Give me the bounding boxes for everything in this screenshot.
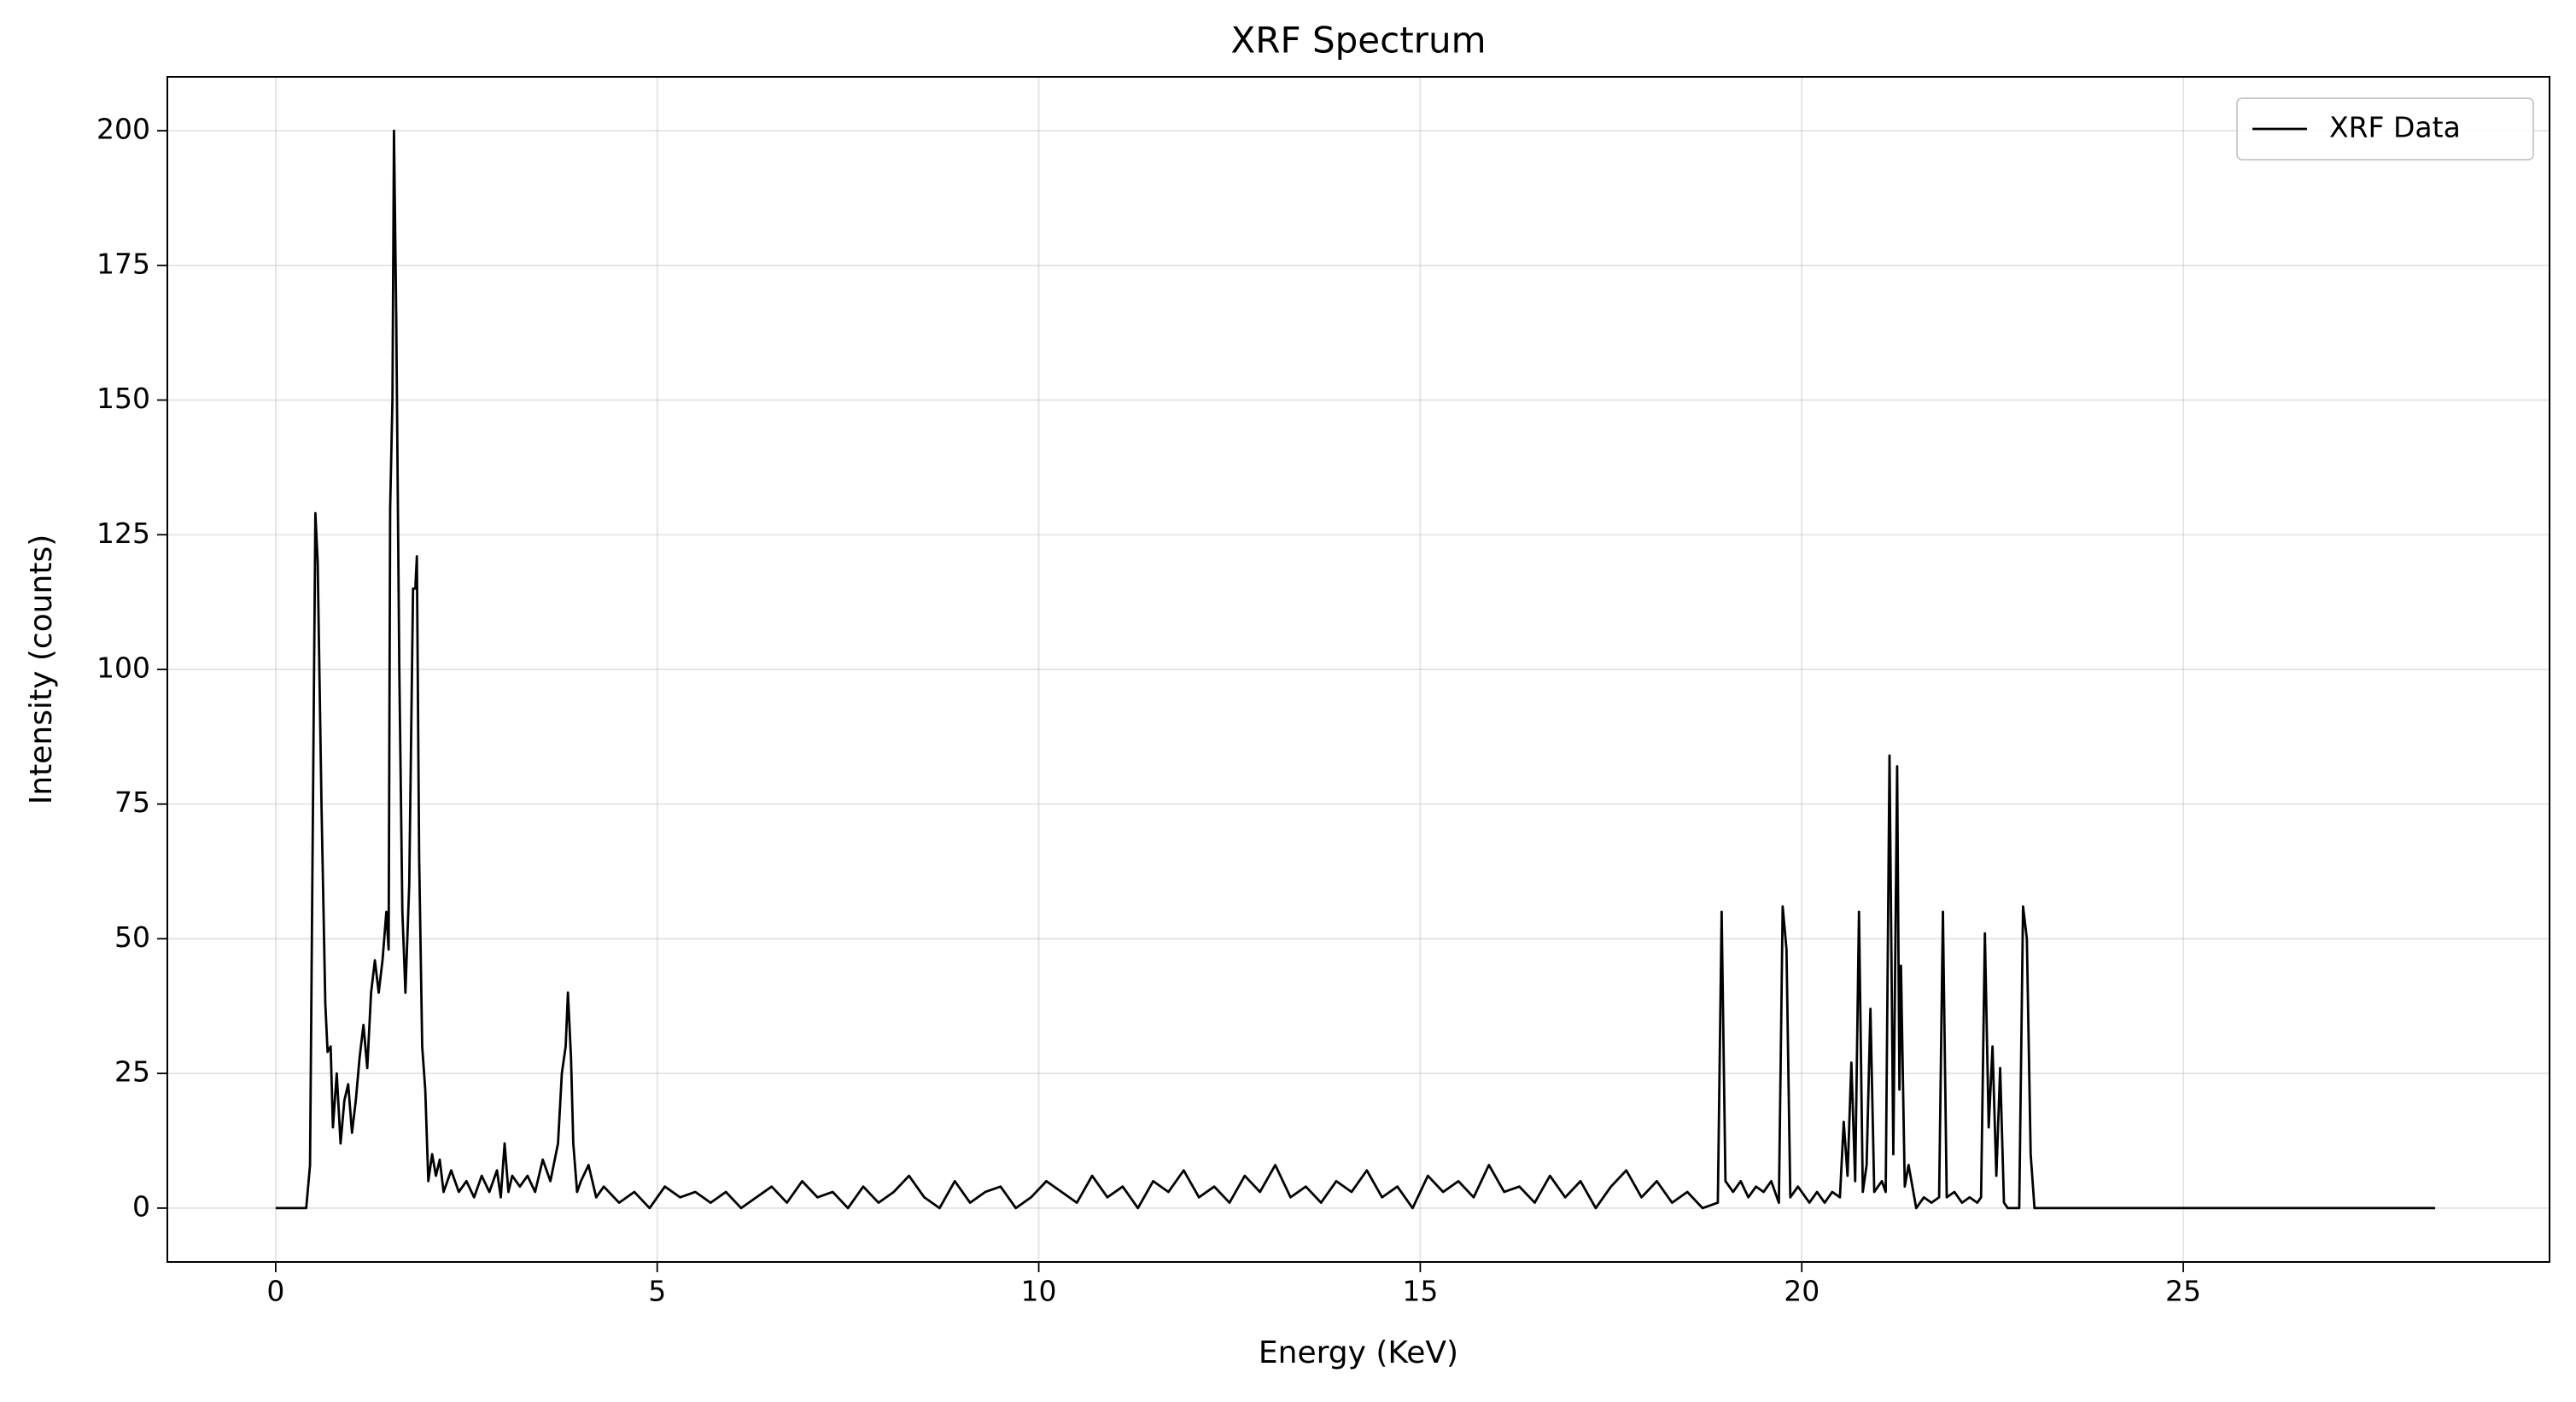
y-tick-label: 75 bbox=[114, 786, 150, 819]
x-tick-label: 15 bbox=[1402, 1275, 1438, 1308]
legend-box bbox=[2236, 97, 2534, 161]
y-tick-label: 125 bbox=[96, 517, 150, 550]
chart-title: XRF Spectrum bbox=[1231, 20, 1487, 61]
y-tick-label: 0 bbox=[132, 1189, 150, 1223]
x-tick-label: 10 bbox=[1021, 1275, 1057, 1308]
data-line bbox=[275, 129, 2435, 1210]
plot-frame bbox=[166, 76, 2550, 1263]
legend-label: XRF Data bbox=[2329, 111, 2461, 144]
x-axis-label: Energy (KeV) bbox=[1259, 1335, 1458, 1370]
y-tick-label: 100 bbox=[96, 651, 150, 685]
y-tick-label: 200 bbox=[96, 113, 150, 146]
x-tick-label: 20 bbox=[1784, 1275, 1820, 1308]
x-tick-label: 25 bbox=[2165, 1275, 2201, 1308]
y-tick-label: 50 bbox=[114, 920, 150, 954]
y-tick-label: 150 bbox=[96, 382, 150, 415]
y-tick-label: 175 bbox=[96, 247, 150, 280]
x-tick-label: 5 bbox=[648, 1275, 666, 1308]
y-tick-label: 25 bbox=[114, 1055, 150, 1089]
y-axis-label: Intensity (counts) bbox=[24, 535, 59, 805]
x-tick-label: 0 bbox=[266, 1275, 284, 1308]
